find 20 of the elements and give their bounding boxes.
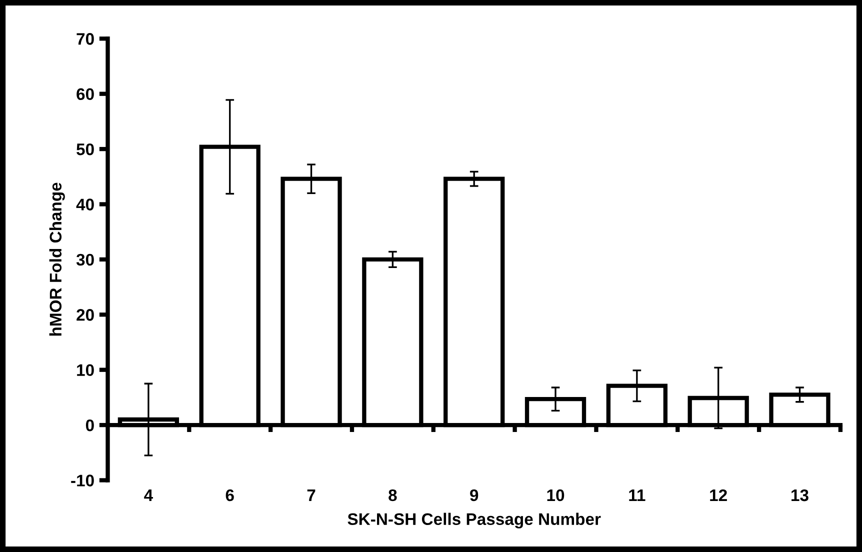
y-tick-label: 40 (76, 198, 94, 210)
x-tick-label: 6 (226, 489, 234, 502)
y-tick-label: 60 (76, 88, 94, 100)
x-tick-label: 9 (470, 489, 478, 502)
y-tick-label: 70 (76, 33, 94, 45)
x-axis-title: SK-N-SH Cells Passage Number (348, 512, 601, 528)
y-tick-label: 10 (77, 364, 94, 376)
x-tick-label: 10 (547, 489, 564, 502)
y-tick-label: -10 (71, 474, 94, 486)
x-tick-label: 4 (144, 490, 153, 502)
x-tick-label: 11 (629, 490, 646, 502)
x-tick-label: 13 (792, 489, 808, 502)
y-tick-label: 20 (76, 309, 94, 321)
x-tick-label: 8 (388, 489, 397, 502)
y-tick-label: 50 (76, 143, 94, 156)
x-tick-label: 7 (307, 490, 316, 502)
y-tick-label: 0 (86, 419, 94, 432)
y-axis-title: hMOR Fold Change (49, 182, 65, 336)
y-tick-label: 30 (76, 254, 94, 266)
x-tick-label: 12 (710, 489, 727, 502)
